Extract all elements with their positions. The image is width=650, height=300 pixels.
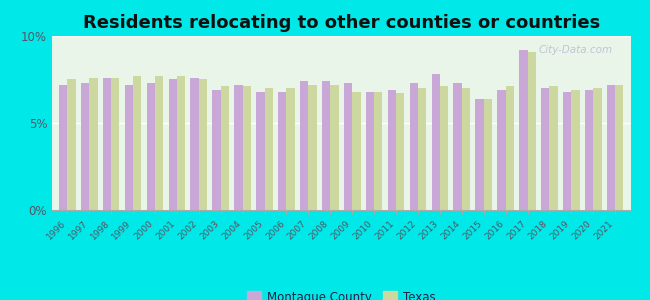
Title: Residents relocating to other counties or countries: Residents relocating to other counties o…	[83, 14, 600, 32]
Bar	[607, 85, 615, 210]
Text: City-Data.com: City-Data.com	[539, 45, 613, 55]
Bar	[177, 76, 185, 210]
Bar	[68, 80, 75, 210]
Bar	[615, 85, 623, 210]
Bar	[287, 88, 295, 210]
Bar	[308, 85, 317, 210]
Bar	[330, 85, 339, 210]
Bar	[563, 92, 571, 210]
Bar	[278, 92, 287, 210]
Bar	[541, 88, 549, 210]
Bar	[168, 80, 177, 210]
Bar	[497, 90, 506, 210]
Bar	[387, 90, 396, 210]
Bar	[242, 86, 251, 210]
Bar	[410, 83, 418, 210]
Bar	[571, 90, 580, 210]
Bar	[585, 90, 593, 210]
Bar	[322, 81, 330, 210]
Bar	[454, 83, 462, 210]
Bar	[593, 88, 602, 210]
Legend: Montague County, Texas: Montague County, Texas	[242, 286, 441, 300]
Bar	[352, 92, 361, 210]
Bar	[432, 74, 440, 210]
Bar	[344, 83, 352, 210]
Bar	[475, 99, 484, 210]
Bar	[528, 52, 536, 210]
Bar	[155, 76, 163, 210]
Bar	[89, 78, 98, 210]
Bar	[484, 99, 492, 210]
Bar	[125, 85, 133, 210]
Bar	[103, 78, 111, 210]
Bar	[265, 88, 273, 210]
Bar	[190, 78, 199, 210]
Bar	[462, 88, 470, 210]
Bar	[147, 83, 155, 210]
Bar	[519, 50, 528, 210]
Bar	[256, 92, 265, 210]
Bar	[396, 93, 404, 210]
Bar	[199, 80, 207, 210]
Bar	[418, 88, 426, 210]
Bar	[506, 86, 514, 210]
Bar	[111, 78, 120, 210]
Bar	[374, 92, 382, 210]
Bar	[133, 76, 142, 210]
Bar	[549, 86, 558, 210]
Bar	[440, 86, 448, 210]
Bar	[234, 85, 242, 210]
Bar	[81, 83, 89, 210]
Bar	[213, 90, 221, 210]
Bar	[59, 85, 68, 210]
Bar	[221, 86, 229, 210]
Bar	[300, 81, 308, 210]
Bar	[366, 92, 374, 210]
